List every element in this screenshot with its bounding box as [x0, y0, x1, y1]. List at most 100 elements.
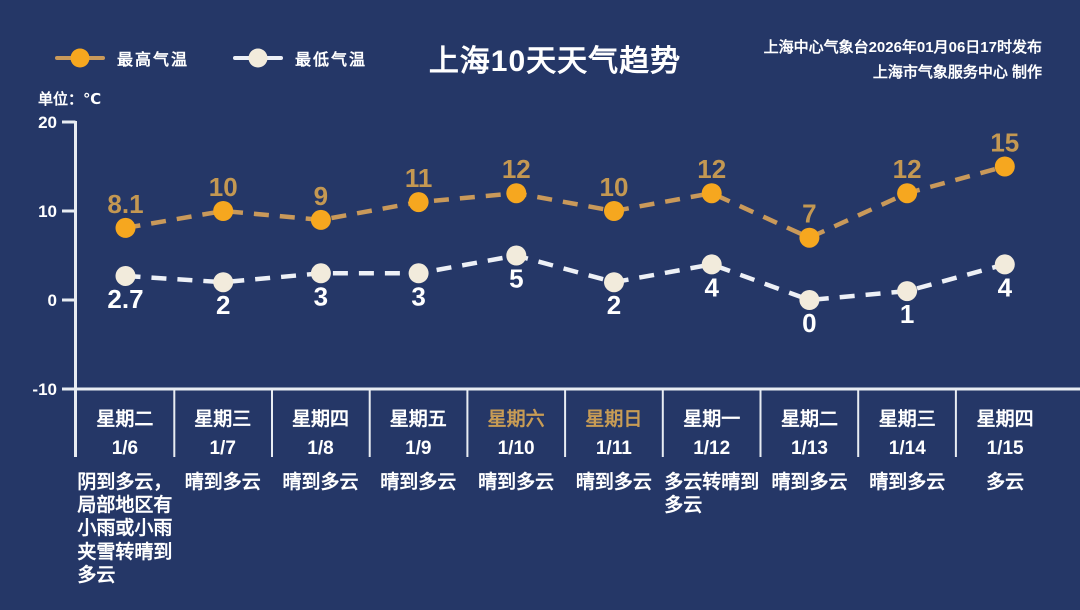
- low-temp-marker: [115, 265, 136, 286]
- weekday-label: 星期三: [194, 409, 252, 430]
- date-label: 1/13: [791, 438, 828, 459]
- weather-description: 晴到多云: [282, 472, 359, 493]
- day-column: 星期二 1/13 晴到多云: [761, 399, 859, 587]
- high-temp-marker: [115, 217, 136, 238]
- high-temp-marker: [701, 183, 722, 204]
- high-temp-value-label: 12: [502, 154, 531, 184]
- high-temp-marker: [213, 201, 234, 221]
- high-temp-value-label: 12: [697, 154, 726, 184]
- y-tick-label: -10: [32, 380, 57, 399]
- date-label: 1/11: [595, 438, 632, 459]
- low-temp-value-label: 0: [802, 308, 816, 338]
- high-temp-marker: [604, 201, 624, 221]
- low-temp-value-label: 4: [998, 272, 1013, 302]
- low-temp-line: [125, 253, 1006, 303]
- high-temp-value-label: 8.1: [107, 189, 143, 219]
- day-columns: 星期二 1/6 阴到多云， 局部地区有 小雨或小雨 夹雪转晴到 多云 星期三 1…: [76, 399, 1054, 587]
- high-temp-value-label: 10: [209, 172, 238, 202]
- weekday-label: 星期三: [878, 409, 936, 430]
- weather-wrap: 阴到多云， 局部地区有 小雨或小雨 夹雪转晴到 多云: [76, 471, 174, 587]
- weekday-label: 星期日: [585, 409, 643, 430]
- low-temp-marker: [213, 272, 234, 293]
- weekday-label: 星期四: [976, 409, 1034, 430]
- low-temp-value-label: 5: [509, 264, 523, 294]
- weekday-label: 星期四: [291, 409, 349, 430]
- legend-label-high: 最高气温: [117, 52, 190, 69]
- unit-label: 单位：℃: [38, 91, 102, 108]
- date-label: 1/12: [693, 438, 731, 459]
- weekday-label: 星期五: [389, 409, 447, 430]
- weekday-label: 星期六: [487, 409, 545, 430]
- date-label: 1/14: [888, 438, 926, 459]
- weather-description: 阴到多云， 局部地区有 小雨或小雨 夹雪转晴到 多云: [77, 472, 173, 586]
- high-temp-marker: [408, 192, 429, 213]
- weekday-label: 星期二: [96, 409, 154, 430]
- low-temp-marker: [310, 263, 331, 284]
- day-column: 星期三 1/7 晴到多云: [174, 399, 272, 587]
- page-title: 上海10天天气趋势: [428, 45, 682, 79]
- high-temp-marker: [897, 183, 918, 204]
- legend: 最高气温 最低气温: [55, 46, 367, 70]
- weather-wrap: 晴到多云: [369, 471, 467, 494]
- weather-wrap: 多云: [956, 471, 1054, 494]
- low-temp-marker: [701, 254, 722, 275]
- low-temp-value-label: 4: [704, 272, 719, 302]
- low-temp-value-label: 3: [314, 281, 328, 311]
- day-column: 星期六 1/10 晴到多云: [467, 399, 565, 587]
- weather-wrap: 晴到多云: [272, 471, 370, 494]
- publisher-info: 上海中心气象台2026年01月06日17时发布 上海市气象服务中心 制作: [764, 36, 1042, 86]
- weather-description: 晴到多云: [575, 472, 652, 493]
- high-temp-marker: [799, 227, 820, 248]
- legend-item-low-temp: 最低气温: [233, 46, 367, 70]
- day-column: 星期四 1/8 晴到多云: [272, 399, 370, 587]
- publish-time-line: 上海中心气象台2026年01月06日17时发布: [763, 39, 1042, 56]
- low-temp-marker: [994, 254, 1015, 275]
- date-label: 1/9: [405, 438, 432, 459]
- day-column: 星期二 1/6 阴到多云， 局部地区有 小雨或小雨 夹雪转晴到 多云: [76, 399, 174, 587]
- weather-wrap: 晴到多云: [467, 471, 565, 494]
- y-tick-label: 20: [38, 113, 57, 132]
- weather-wrap: 晴到多云: [565, 471, 663, 494]
- date-label: 1/15: [986, 438, 1024, 459]
- high-temp-marker: [506, 183, 527, 204]
- high-temp-marker: [310, 209, 331, 230]
- weather-wrap: 晴到多云: [858, 471, 956, 494]
- weather-wrap: 晴到多云: [174, 471, 272, 494]
- weekday-label: 星期二: [780, 409, 838, 430]
- low-temp-value-label: 2: [607, 290, 621, 320]
- date-label: 1/6: [111, 438, 139, 459]
- high-temp-value-label: 11: [405, 163, 433, 193]
- day-column: 星期五 1/9 晴到多云: [369, 399, 467, 587]
- weather-wrap: 多云转晴到 多云: [663, 471, 761, 517]
- weather-description: 多云转晴到 多云: [664, 472, 760, 517]
- high-temp-dot-icon: [70, 48, 90, 68]
- date-label: 1/7: [209, 438, 236, 459]
- producer-line: 上海市气象服务中心 制作: [872, 63, 1042, 81]
- date-label: 1/10: [497, 438, 535, 459]
- y-tick-label: 0: [48, 291, 57, 310]
- low-temp-marker: [408, 263, 429, 284]
- y-tick-label: 10: [38, 202, 57, 221]
- low-temp-marker: [897, 281, 918, 302]
- weather-description: 晴到多云: [184, 472, 261, 493]
- day-column: 星期四 1/15 多云: [956, 399, 1054, 587]
- low-temp-dot-icon: [248, 48, 268, 68]
- high-temp-value-label: 12: [893, 154, 922, 184]
- weekday-label: 星期一: [683, 409, 741, 430]
- high-temp-value-label: 7: [802, 199, 816, 229]
- legend-item-high-temp: 最高气温: [55, 46, 189, 70]
- weather-description: 晴到多云: [771, 472, 848, 493]
- day-column: 星期日 1/11 晴到多云: [565, 399, 663, 587]
- low-temp-value-label: 3: [411, 281, 425, 311]
- low-temp-value-label: 2: [216, 290, 230, 320]
- low-temp-line-icon: [233, 48, 284, 68]
- high-temp-marker: [994, 156, 1015, 177]
- high-temp-value-label: 10: [600, 172, 629, 202]
- date-label: 1/8: [307, 438, 334, 459]
- day-column: 星期三 1/14 晴到多云: [858, 399, 956, 587]
- low-temp-marker: [506, 245, 527, 266]
- high-temp-line-icon: [55, 48, 105, 68]
- low-temp-value-label: 2.7: [107, 284, 143, 314]
